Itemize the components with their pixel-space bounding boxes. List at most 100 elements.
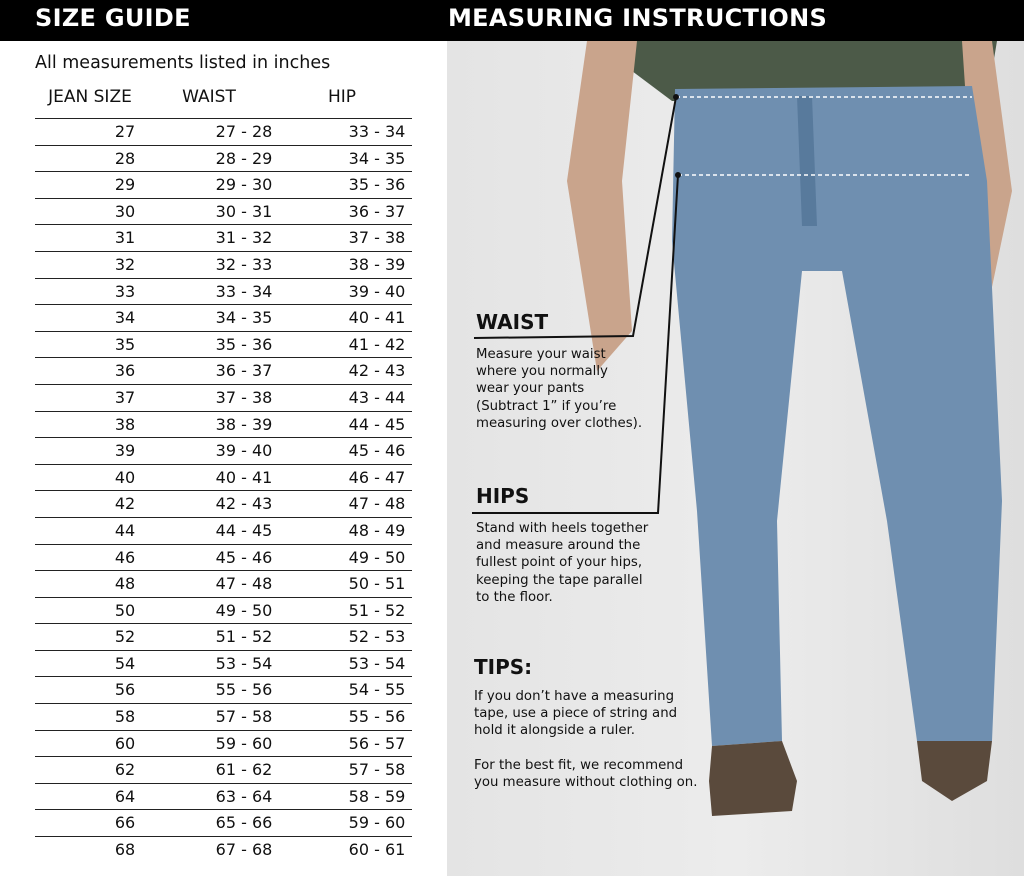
cell-waist: 28 - 29	[215, 148, 273, 168]
cell-hip: 58 - 59	[348, 786, 406, 806]
cell-jean-size: 56	[114, 680, 136, 700]
cell-jean-size: 33	[114, 281, 136, 301]
cell-hip: 43 - 44	[348, 387, 406, 407]
col-header-waist: WAIST	[182, 87, 236, 107]
measuring-illustration	[447, 41, 1024, 876]
cell-waist: 36 - 37	[215, 361, 273, 381]
cell-jean-size: 52	[114, 627, 136, 647]
cell-waist: 59 - 60	[215, 733, 273, 753]
cell-waist: 65 - 66	[215, 813, 273, 833]
waist-instructions: Measure your waist where you normally we…	[476, 347, 643, 431]
cell-waist: 34 - 35	[215, 308, 273, 328]
cell-hip: 34 - 35	[348, 148, 406, 168]
col-header-hip: HIP	[327, 87, 357, 107]
cell-hip: 42 - 43	[348, 361, 406, 381]
cell-hip: 41 - 42	[348, 334, 406, 354]
cell-jean-size: 58	[114, 707, 136, 727]
hips-instructions: Stand with heels together and measure ar…	[476, 521, 649, 605]
cell-waist: 31 - 32	[215, 228, 273, 248]
table-row: 33 33 - 34 39 - 40	[35, 277, 412, 305]
cell-waist: 61 - 62	[215, 760, 273, 780]
table-row: 32 32 - 33 38 - 39	[35, 250, 412, 278]
cell-jean-size: 64	[114, 786, 136, 806]
cell-hip: 48 - 49	[348, 520, 406, 540]
cell-hip: 47 - 48	[348, 494, 406, 514]
table-row: 37 37 - 38 43 - 44	[35, 383, 412, 411]
cell-jean-size: 27	[114, 122, 136, 141]
table-row: 58 57 - 58 55 - 56	[35, 703, 412, 730]
cell-jean-size: 31	[114, 228, 136, 248]
tips-text-2: For the best fit, we recommend you measu…	[474, 758, 698, 791]
cell-jean-size: 32	[114, 254, 136, 274]
cell-waist: 53 - 54	[215, 653, 273, 673]
cell-hip: 38 - 39	[348, 254, 406, 274]
cell-jean-size: 46	[114, 547, 136, 567]
measuring-instructions-title: MEASURING INSTRUCTIONS	[448, 4, 828, 32]
cell-jean-size: 38	[114, 414, 136, 434]
tips-text-1: If you don’t have a measuring tape, use …	[474, 689, 678, 739]
table-row: 54 53 - 54 53 - 54	[35, 649, 412, 677]
tips-heading: TIPS:	[474, 655, 533, 679]
cell-waist: 27 - 28	[215, 122, 273, 141]
table-row: 39 39 - 40 45 - 46	[35, 437, 412, 464]
cell-waist: 47 - 48	[215, 574, 273, 594]
cell-jean-size: 44	[114, 520, 136, 540]
table-row: 36 36 - 37 42 - 43	[35, 357, 412, 384]
cell-jean-size: 28	[114, 148, 136, 168]
table-row: 44 44 - 45 48 - 49	[35, 516, 412, 544]
cell-hip: 45 - 46	[348, 441, 406, 461]
units-note: All measurements listed in inches	[35, 53, 331, 73]
table-row: 42 42 - 43 47 - 48	[35, 490, 412, 517]
cell-hip: 39 - 40	[348, 281, 406, 301]
cell-hip: 51 - 52	[348, 600, 406, 620]
cell-hip: 59 - 60	[348, 813, 406, 833]
table-row: 68 67 - 68 60 - 61	[35, 836, 412, 863]
cell-hip: 40 - 41	[348, 308, 406, 328]
col-header-jean-size: JEAN SIZE	[48, 87, 132, 107]
cell-waist: 42 - 43	[215, 494, 273, 514]
table-row: 35 35 - 36 41 - 42	[35, 330, 412, 358]
cell-jean-size: 54	[114, 653, 136, 673]
cell-jean-size: 60	[114, 733, 136, 753]
cell-waist: 67 - 68	[215, 840, 273, 860]
hips-heading: HIPS	[476, 484, 530, 508]
cell-jean-size: 66	[114, 813, 136, 833]
cell-hip: 46 - 47	[348, 467, 406, 487]
table-row: 38 38 - 39 44 - 45	[35, 410, 412, 438]
cell-hip: 54 - 55	[348, 680, 406, 700]
cell-jean-size: 35	[114, 334, 136, 354]
cell-hip: 52 - 53	[348, 627, 406, 647]
cell-waist: 51 - 52	[215, 627, 273, 647]
cell-jean-size: 36	[114, 361, 136, 381]
cell-waist: 39 - 40	[215, 441, 273, 461]
cell-hip: 60 - 61	[348, 840, 406, 860]
size-table: 27 27 - 28 33 - 34 28 28 - 29 34 - 35 29 29 - 3…	[35, 118, 412, 863]
cell-hip: 50 - 51	[348, 574, 406, 594]
table-row: 29 29 - 30 35 - 36	[35, 171, 412, 198]
table-row: 48 47 - 48 50 - 51	[35, 570, 412, 597]
table-row: 34 34 - 35 40 - 41	[35, 304, 412, 331]
jeans-model-image	[472, 41, 1012, 816]
cell-waist: 45 - 46	[215, 547, 273, 567]
cell-jean-size: 42	[114, 494, 136, 514]
table-row: 46 45 - 46 49 - 50	[35, 543, 412, 571]
cell-hip: 37 - 38	[348, 228, 406, 248]
table-row: 52 51 - 52 52 - 53	[35, 623, 412, 650]
cell-waist: 32 - 33	[215, 254, 273, 274]
cell-jean-size: 39	[114, 441, 136, 461]
header-bar	[0, 0, 1024, 41]
cell-jean-size: 68	[114, 840, 136, 860]
cell-hip: 53 - 54	[348, 653, 406, 673]
cell-hip: 55 - 56	[348, 707, 406, 727]
cell-jean-size: 50	[114, 600, 136, 620]
cell-waist: 49 - 50	[215, 600, 273, 620]
cell-waist: 63 - 64	[215, 786, 273, 806]
cell-waist: 44 - 45	[215, 520, 273, 540]
cell-jean-size: 29	[114, 175, 136, 195]
cell-waist: 30 - 31	[215, 201, 273, 221]
cell-jean-size: 30	[114, 201, 136, 221]
table-row: 40 40 - 41 46 - 47	[35, 463, 412, 491]
cell-waist: 33 - 34	[215, 281, 273, 301]
table-row: 64 63 - 64 58 - 59	[35, 782, 412, 810]
table-row: 56 55 - 56 54 - 55	[35, 676, 412, 703]
